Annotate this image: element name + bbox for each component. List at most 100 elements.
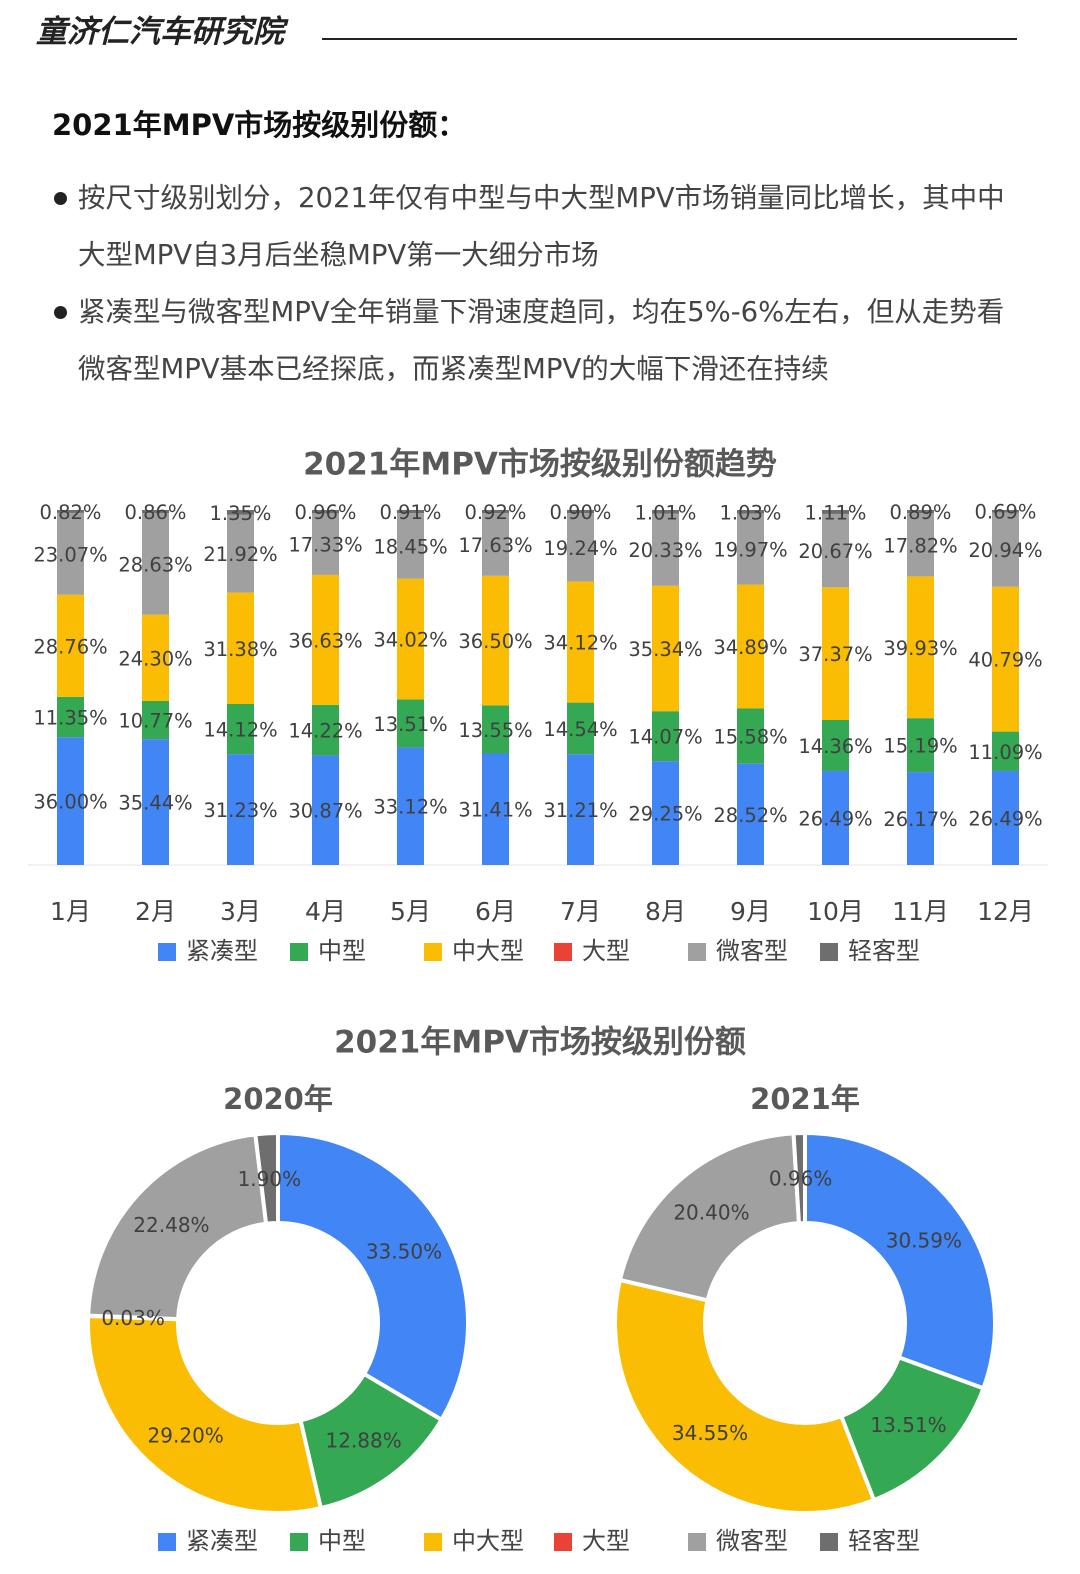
data-label: 21.92% (203, 543, 277, 566)
data-label: 0.92% (465, 501, 527, 524)
bar-segment (992, 510, 1019, 513)
bar-segment (227, 514, 254, 593)
bar-segment (57, 512, 84, 595)
data-label: 18.45% (373, 535, 447, 558)
data-label: 34.89% (713, 636, 787, 659)
donut-slice (86, 1313, 324, 1515)
bullet-list: 按尺寸级别划分，2021年仅有中型与中大型MPV市场销量同比增长，其中中大型MP… (50, 170, 1030, 398)
bar-segment (227, 592, 254, 705)
x-tick-label: 11月 (892, 897, 949, 926)
header-rule (322, 38, 1017, 40)
bar-segment (822, 770, 849, 865)
bar-segment (142, 739, 169, 865)
legend-label: 中型 (318, 937, 366, 965)
legend-swatch (158, 943, 176, 961)
bar-segment (652, 585, 679, 712)
bar-segment (142, 700, 169, 740)
legend-swatch (290, 943, 308, 961)
data-label: 0.96% (769, 1167, 833, 1191)
data-label: 1.11% (805, 501, 867, 524)
bar-segment (567, 509, 594, 514)
x-tick-label: 2月 (135, 897, 176, 926)
data-label: 10.77% (118, 710, 192, 733)
data-label: 0.86% (125, 501, 187, 524)
data-label: 0.89% (890, 501, 952, 524)
heading: 2021年MPV市场按级别份额： (52, 108, 467, 142)
data-label: 34.55% (672, 1421, 748, 1445)
legend-label: 中大型 (452, 1527, 524, 1555)
data-label: 33.12% (373, 796, 447, 819)
data-label: 1.03% (720, 501, 782, 524)
data-label: 13.55% (458, 719, 532, 742)
bar-segment (227, 704, 254, 755)
data-label: 13.51% (870, 1413, 946, 1437)
donut-slice (276, 1130, 470, 1423)
legend-swatch (688, 943, 706, 961)
data-label: 40.79% (968, 649, 1042, 672)
bar-segment (142, 614, 169, 701)
bar-segment (737, 513, 764, 585)
data-label: 30.59% (886, 1228, 962, 1252)
bar-segment (482, 705, 509, 754)
bar-segment (992, 586, 1019, 732)
bar-segment (397, 509, 424, 514)
data-label: 0.96% (295, 501, 357, 524)
bar-segment (652, 513, 679, 586)
data-label: 1.01% (635, 501, 697, 524)
data-label: 0.03% (101, 1306, 165, 1330)
data-label: 17.63% (458, 534, 532, 557)
x-tick-label: 5月 (390, 897, 431, 926)
data-label: 12.88% (326, 1429, 402, 1453)
bar-segment (907, 513, 934, 577)
data-label: 0.90% (550, 501, 612, 524)
legend-label: 微客型 (716, 937, 788, 965)
legend-swatch (820, 1533, 838, 1551)
legend-swatch (424, 1533, 442, 1551)
legend-label: 紧凑型 (186, 1527, 258, 1555)
legend-swatch (554, 1533, 572, 1551)
data-label: 37.37% (798, 643, 872, 666)
data-label: 36.00% (33, 791, 107, 814)
data-label: 13.51% (373, 713, 447, 736)
brand: 童济仁汽车研究院 (36, 14, 284, 50)
legend-label: 轻客型 (848, 937, 920, 965)
legend-swatch (820, 943, 838, 961)
data-label: 14.12% (203, 719, 277, 742)
x-tick-label: 4月 (305, 897, 346, 926)
bar-segment (737, 763, 764, 865)
donut-slice (791, 1130, 807, 1226)
data-label: 35.44% (118, 792, 192, 815)
data-label: 17.33% (288, 534, 362, 557)
legend-label: 大型 (582, 1527, 630, 1555)
legend-swatch (688, 1533, 706, 1551)
legend-label: 大型 (582, 937, 630, 965)
data-label: 19.24% (543, 537, 617, 560)
bar-segment (312, 704, 339, 756)
pie-subtitle: 2021年 (750, 1082, 860, 1116)
data-label: 26.49% (798, 807, 872, 830)
data-label: 29.20% (148, 1423, 224, 1447)
bar-segment (397, 747, 424, 865)
data-label: 31.41% (458, 799, 532, 822)
bar-segment (822, 587, 849, 720)
data-label: 11.09% (968, 741, 1042, 764)
bar-segment (312, 513, 339, 575)
chart-title: 2021年MPV市场按级别份额趋势 (303, 447, 777, 483)
data-label: 14.22% (288, 720, 362, 743)
data-label: 20.67% (798, 540, 872, 563)
data-label: 1.35% (210, 502, 272, 525)
bar-segment (822, 510, 849, 514)
bar-segment (652, 510, 679, 514)
bar-segment (907, 718, 934, 773)
bar-segment (822, 513, 849, 588)
bar-segment (567, 513, 594, 582)
legend-swatch (424, 943, 442, 961)
data-label: 17.82% (883, 534, 957, 557)
data-label: 0.91% (380, 501, 442, 524)
donut-slice (86, 1132, 269, 1322)
bar-segment (822, 719, 849, 771)
bar-segment (652, 711, 679, 762)
bar-segment (397, 578, 424, 700)
donut-slice (613, 1277, 877, 1515)
bar-segment (992, 731, 1019, 771)
